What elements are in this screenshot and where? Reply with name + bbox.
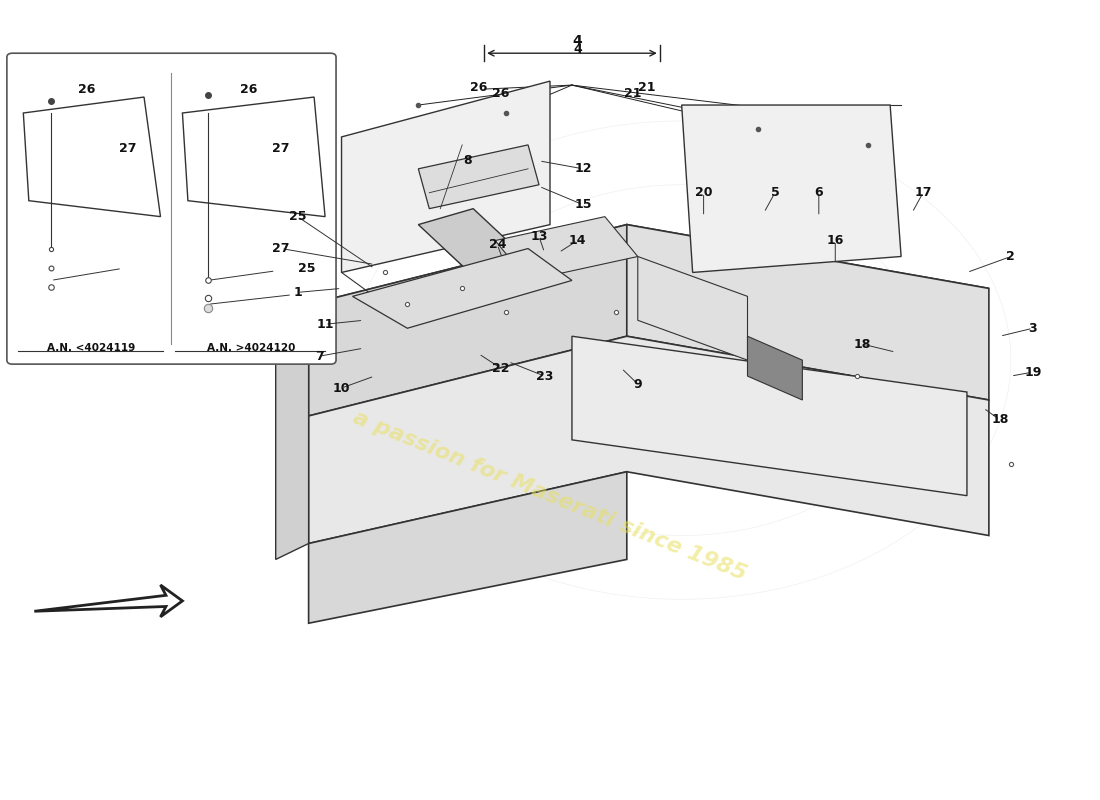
Text: 27: 27	[273, 142, 290, 155]
Text: 9: 9	[634, 378, 642, 390]
Text: 4: 4	[573, 42, 582, 56]
Text: 19: 19	[1024, 366, 1042, 378]
Text: 7: 7	[316, 350, 324, 362]
Text: 5: 5	[771, 186, 779, 199]
Polygon shape	[682, 105, 901, 273]
Text: 15: 15	[574, 198, 592, 211]
FancyBboxPatch shape	[7, 54, 336, 364]
Text: 16: 16	[826, 234, 844, 247]
Polygon shape	[572, 336, 967, 496]
Polygon shape	[627, 225, 989, 400]
Text: 12: 12	[574, 162, 592, 175]
Text: 25: 25	[298, 262, 316, 275]
Text: 25: 25	[289, 210, 307, 223]
Text: 18: 18	[991, 414, 1009, 426]
Text: A.N. <4024119: A.N. <4024119	[47, 343, 135, 353]
Text: 20: 20	[695, 186, 713, 199]
Text: 1: 1	[294, 286, 302, 299]
Polygon shape	[352, 249, 572, 328]
Text: 2: 2	[1006, 250, 1015, 263]
Text: 14: 14	[569, 234, 586, 247]
Polygon shape	[638, 257, 748, 360]
Polygon shape	[276, 304, 309, 559]
Text: 13: 13	[530, 230, 548, 243]
Text: 6: 6	[814, 186, 823, 199]
Polygon shape	[309, 472, 627, 623]
Text: 24: 24	[488, 238, 506, 251]
Polygon shape	[309, 225, 627, 416]
Text: 23: 23	[536, 370, 553, 382]
Text: 22: 22	[492, 362, 509, 374]
Text: 10: 10	[333, 382, 350, 394]
Text: 27: 27	[273, 242, 290, 255]
Polygon shape	[748, 336, 802, 400]
Text: 17: 17	[914, 186, 932, 199]
Text: 21: 21	[624, 86, 641, 99]
Polygon shape	[309, 336, 989, 543]
Polygon shape	[341, 81, 550, 273]
Text: 21: 21	[638, 81, 656, 94]
Text: 11: 11	[317, 318, 333, 330]
Text: 4: 4	[573, 34, 582, 48]
Text: 8: 8	[463, 154, 472, 167]
Text: 27: 27	[119, 142, 136, 155]
Polygon shape	[495, 217, 638, 281]
Text: 26: 26	[492, 86, 509, 99]
Text: a passion for Maserati since 1985: a passion for Maserati since 1985	[350, 407, 750, 584]
Polygon shape	[418, 145, 539, 209]
Text: 26: 26	[240, 82, 257, 95]
Text: 26: 26	[78, 82, 96, 95]
Polygon shape	[309, 225, 989, 368]
Text: 3: 3	[1028, 322, 1037, 334]
Text: A.N. >4024120: A.N. >4024120	[208, 343, 296, 353]
Text: 18: 18	[854, 338, 871, 350]
Polygon shape	[418, 209, 550, 296]
Text: 26: 26	[470, 81, 487, 94]
